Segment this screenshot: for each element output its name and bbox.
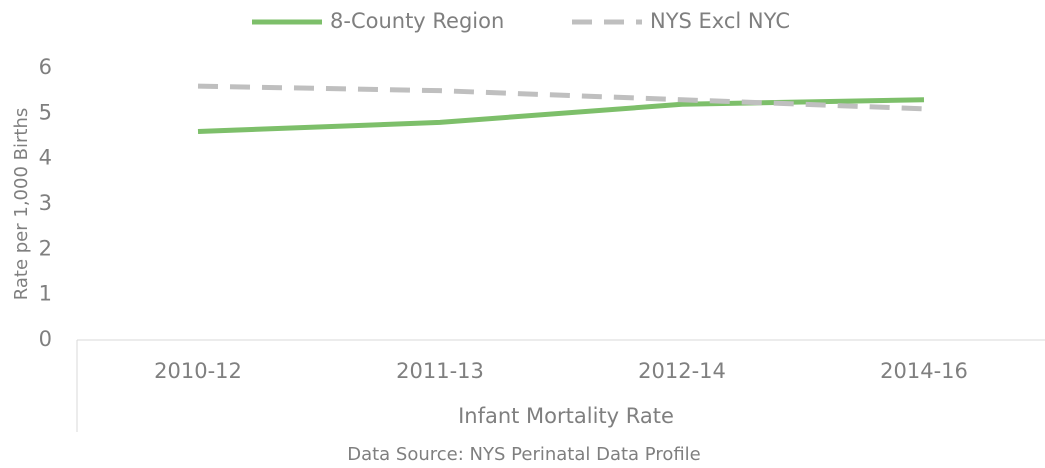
x-tick-label: 2010-12 (154, 359, 242, 383)
y-tick-label: 4 (39, 146, 52, 170)
y-tick-label: 5 (39, 100, 52, 124)
y-tick-label: 1 (39, 282, 52, 306)
x-axis-title: Infant Mortality Rate (458, 404, 674, 428)
legend-label: NYS Excl NYC (650, 9, 790, 33)
source-note: Data Source: NYS Perinatal Data Profile (347, 444, 701, 465)
series-line (197, 83, 925, 112)
x-tick-label: 2011-13 (396, 359, 484, 383)
x-tick-label: 2014-16 (880, 359, 968, 383)
y-tick-label: 0 (39, 327, 52, 351)
y-tick-label: 3 (39, 191, 52, 215)
y-tick-label: 2 (39, 236, 52, 260)
y-tick-label: 6 (39, 55, 52, 79)
y-axis-title: Rate per 1,000 Births (11, 108, 32, 300)
series-line (197, 97, 925, 134)
legend-label: 8-County Region (330, 9, 504, 33)
x-tick-label: 2012-14 (638, 359, 726, 383)
